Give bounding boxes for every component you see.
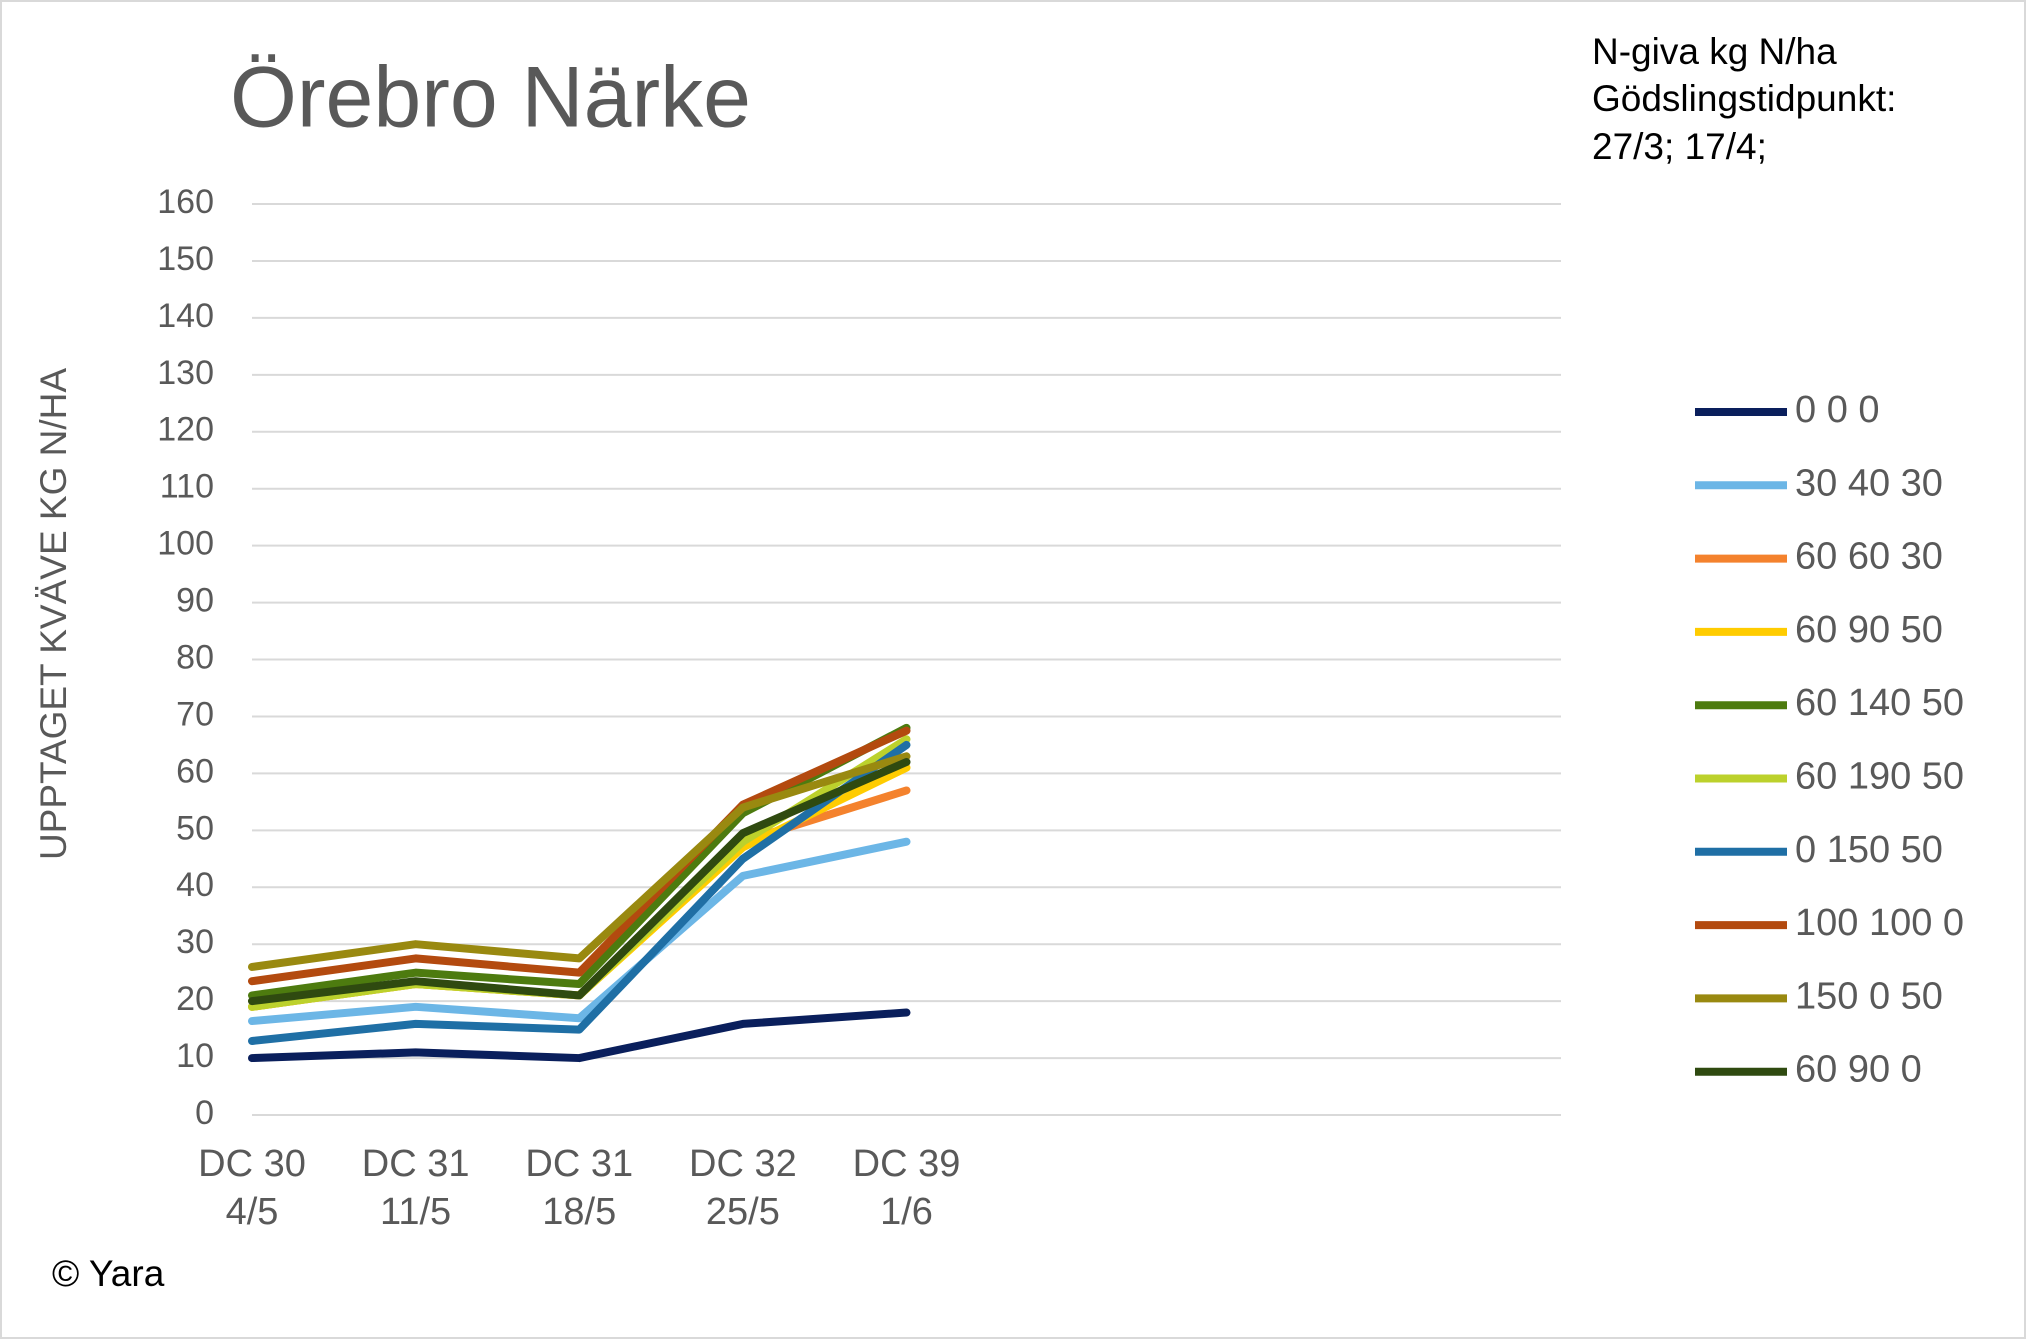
y-tick-label: 80 xyxy=(176,638,214,676)
series-line xyxy=(248,752,911,971)
y-tick-label: 140 xyxy=(157,297,214,335)
y-tick-label: 0 xyxy=(195,1094,214,1132)
annotation: 27/3; 17/4; xyxy=(1592,126,1767,167)
x-tick-label: DC 32 25/5 xyxy=(689,1143,797,1233)
series-line xyxy=(248,757,911,1006)
y-tick-label: 130 xyxy=(157,354,214,392)
y-axis-label: UPPTAGET KVÄVE KG N/HA xyxy=(33,368,74,860)
y-tick-label: 120 xyxy=(157,411,214,449)
y-tick-label: 160 xyxy=(157,183,214,221)
y-tick-label: 10 xyxy=(176,1037,214,1075)
y-tick-label: 150 xyxy=(157,240,214,278)
series-line xyxy=(248,1008,911,1063)
y-tick-label: 100 xyxy=(157,525,214,563)
series-line xyxy=(248,740,911,1045)
series-line xyxy=(248,723,911,1000)
y-tick-label: 60 xyxy=(176,752,214,790)
x-tick-label: DC 31 11/5 xyxy=(361,1143,470,1233)
y-tick-label: 20 xyxy=(176,980,214,1018)
y-tick-label: 90 xyxy=(176,582,214,620)
x-tick-label: DC 39 1/6 xyxy=(852,1143,961,1233)
y-tick-label: 70 xyxy=(176,695,214,733)
y-tick-label: 110 xyxy=(160,468,214,506)
chart-title: Örebro Närke xyxy=(230,50,751,146)
legend-label: 60 90 0 xyxy=(1795,1049,1922,1091)
y-tick-label: 30 xyxy=(176,923,214,961)
legend-label: 60 60 30 xyxy=(1795,536,1943,578)
legend-label: 0 0 0 xyxy=(1795,389,1880,431)
annotation: Gödslingstidpunkt: xyxy=(1592,78,1896,119)
y-tick-label: 40 xyxy=(176,866,214,904)
x-tick-label: DC 31 18/5 xyxy=(525,1143,634,1233)
annotation: N-giva kg N/ha xyxy=(1592,31,1837,72)
legend-label: 60 140 50 xyxy=(1795,682,1964,724)
legend-label: 100 100 0 xyxy=(1795,902,1964,944)
x-tick-label: DC 30 4/5 xyxy=(198,1143,306,1233)
source: © Yara xyxy=(52,1253,165,1294)
legend-label: 150 0 50 xyxy=(1795,975,1943,1017)
legend-label: 60 90 50 xyxy=(1795,609,1943,651)
legend-label: 0 150 50 xyxy=(1795,829,1943,871)
y-tick-label: 50 xyxy=(176,809,214,847)
legend-label: 60 190 50 xyxy=(1795,756,1964,798)
series-line xyxy=(248,726,911,986)
series-line xyxy=(248,837,911,1026)
legend-label: 30 40 30 xyxy=(1795,462,1943,504)
